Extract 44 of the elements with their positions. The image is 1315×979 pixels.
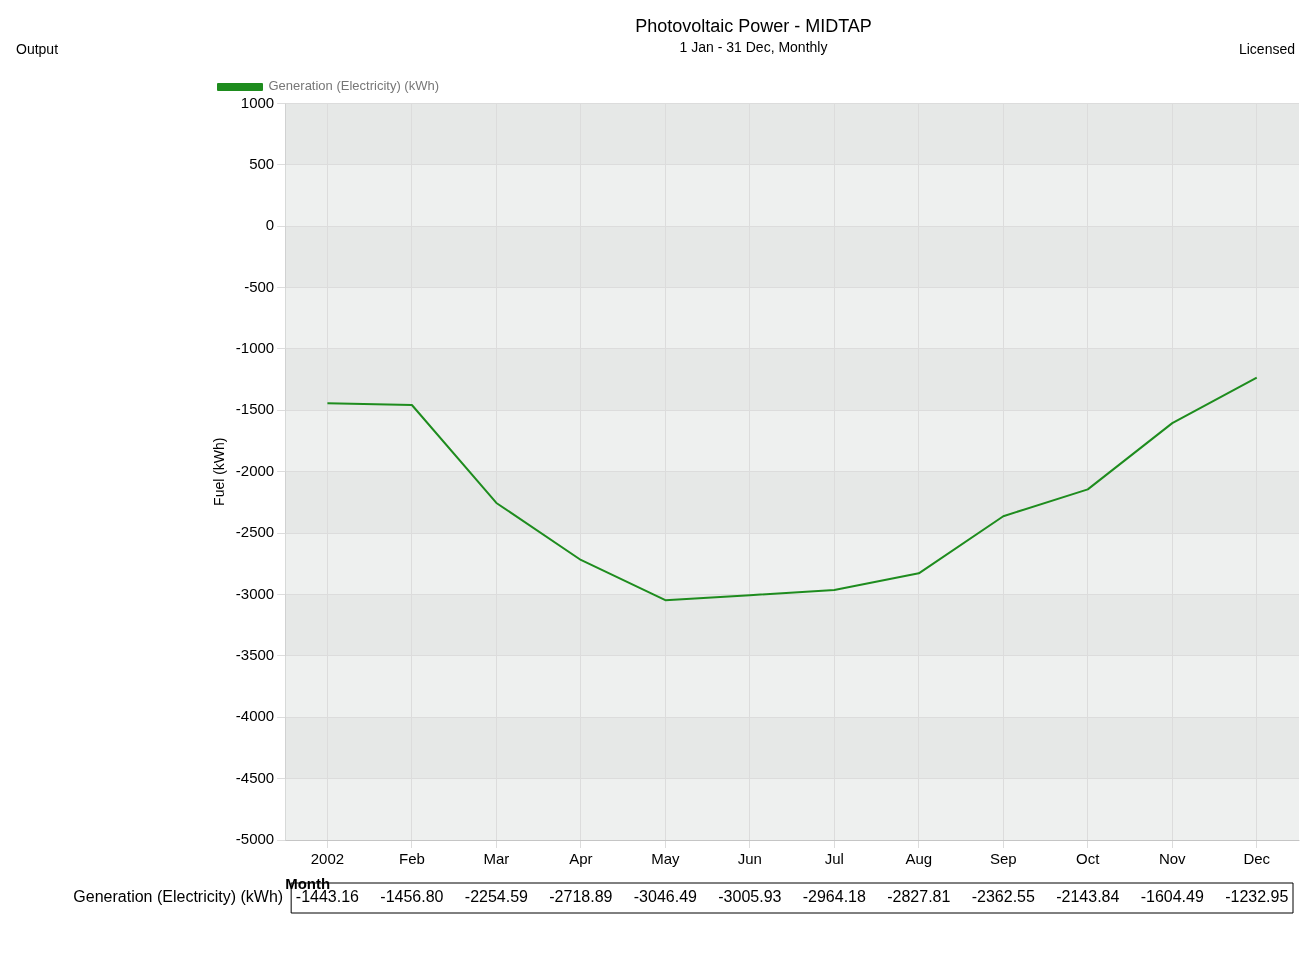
- x-tick-label: 2002: [310, 850, 345, 868]
- y-tick-label: -1500: [235, 400, 275, 418]
- x-tick-label: Dec: [1243, 850, 1271, 868]
- text: Generation (Electricity) (kWh): [73, 888, 284, 906]
- y-tick-label: 500: [249, 154, 275, 172]
- y-tick-label: -2000: [235, 461, 275, 479]
- data-label: -2964.18: [802, 888, 866, 906]
- data-label: -1604.49: [1140, 888, 1204, 906]
- data-label: -1232.95: [1225, 888, 1289, 906]
- y-tick-label: -3500: [235, 645, 275, 663]
- chart-subtitle: 1 Jan - 31 Dec, Monthly: [679, 38, 828, 55]
- data-label: -2718.89: [549, 888, 613, 906]
- x-tick-label: Aug: [905, 850, 933, 868]
- y-tick-label: -2500: [235, 523, 275, 541]
- data-label: -2254.59: [464, 888, 529, 906]
- y-tick-label: 0: [265, 216, 275, 234]
- data-label: -2362.55: [971, 888, 1035, 906]
- x-tick-label: May: [651, 850, 681, 868]
- x-tick-label: Nov: [1158, 850, 1187, 868]
- data-label: -2827.81: [887, 888, 951, 906]
- data-label: -3046.49: [633, 888, 698, 906]
- y-tick-label: -4500: [235, 768, 275, 786]
- data-label: -1443.16: [295, 888, 360, 906]
- y-axis-title: Fuel (kWh): [211, 437, 228, 506]
- x-tick-label: Jul: [824, 850, 844, 868]
- y-tick-label: -5000: [235, 830, 275, 848]
- x-tick-label: Apr: [569, 850, 593, 868]
- text: Licensed: [1238, 40, 1295, 57]
- legend-label: Generation (Electricity) (kWh): [268, 78, 439, 94]
- x-tick-label: Sep: [989, 850, 1017, 868]
- y-tick-label: -1000: [235, 339, 275, 357]
- data-label: -3005.93: [718, 888, 782, 906]
- chart-title: Photovoltaic Power - MIDTAP: [635, 15, 872, 36]
- x-tick-label: Mar: [483, 850, 510, 868]
- data-label: -1456.80: [380, 888, 444, 906]
- data-label: -2143.84: [1056, 888, 1120, 906]
- y-tick-label: -500: [244, 277, 275, 295]
- x-tick-label: Jun: [737, 850, 762, 868]
- y-tick-label: -3000: [235, 584, 275, 602]
- y-tick-label: -4000: [235, 707, 275, 725]
- text: Output: [16, 40, 59, 57]
- x-tick-label: Oct: [1076, 850, 1101, 868]
- y-tick-label: 1000: [240, 93, 275, 111]
- x-tick-label: Feb: [398, 850, 425, 868]
